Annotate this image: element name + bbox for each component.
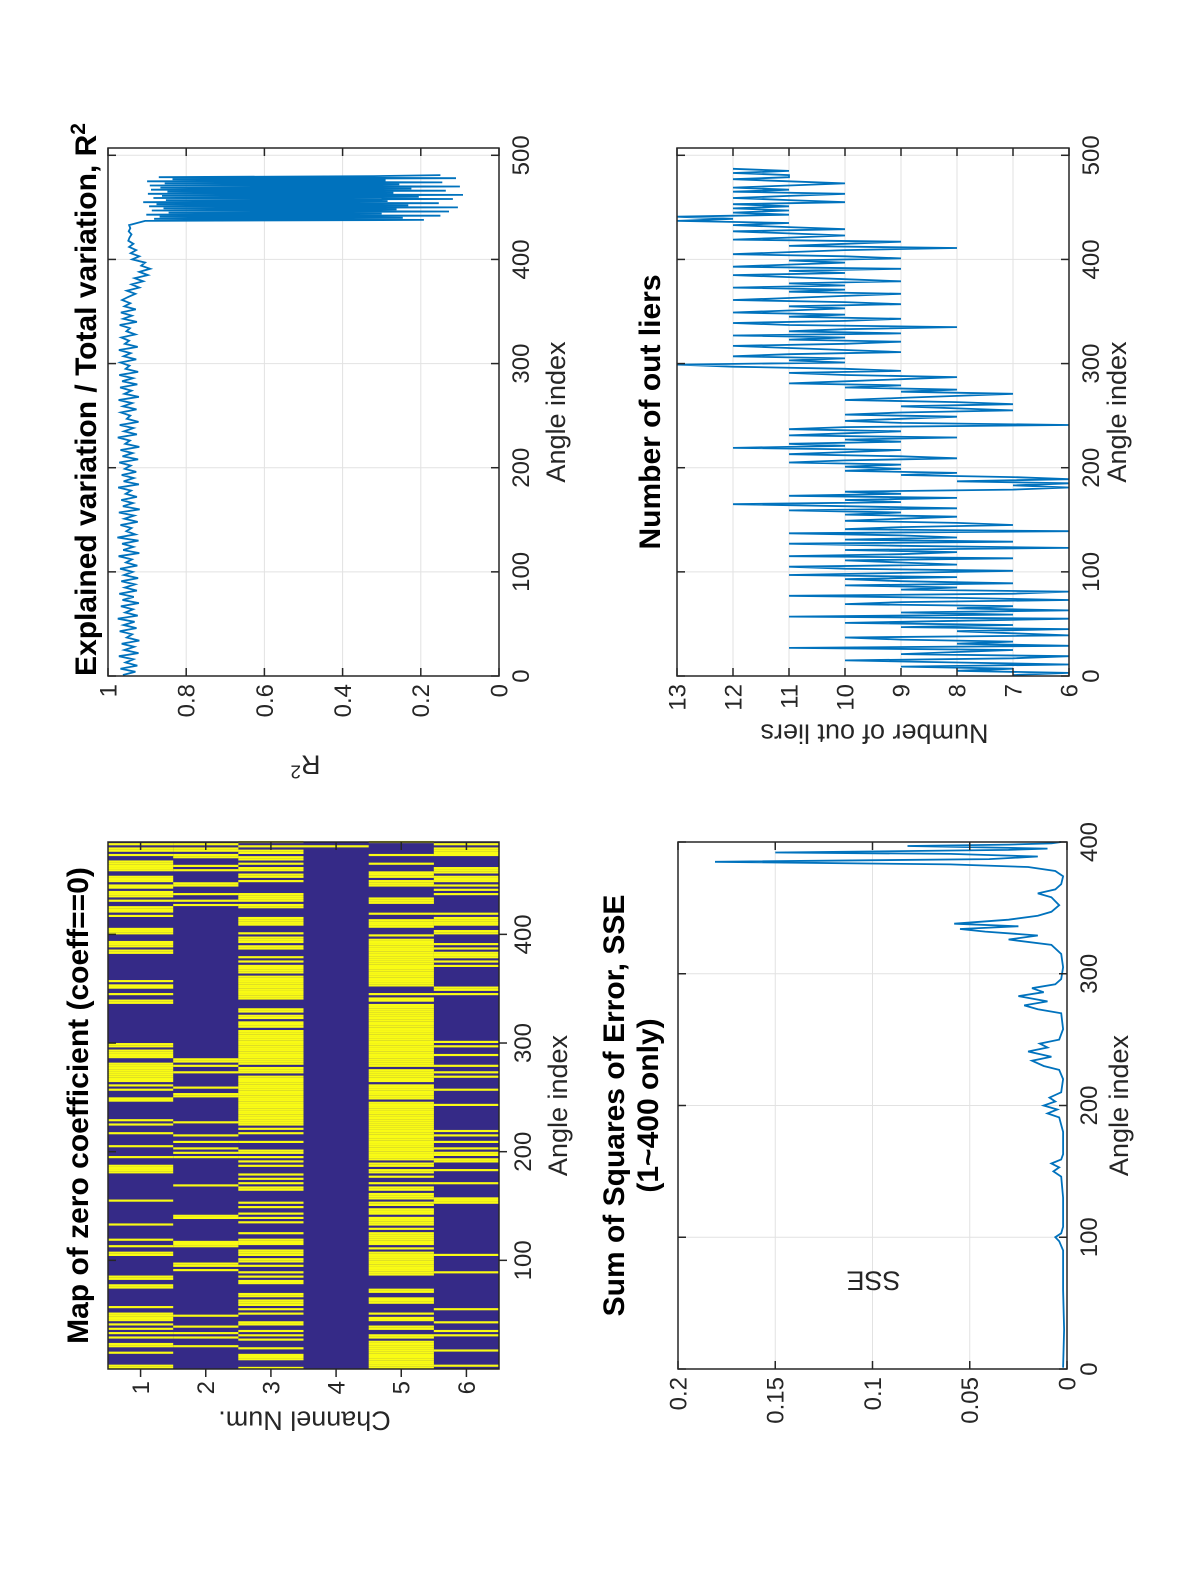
y-tick-label: 13 [664, 684, 691, 711]
y-tick-label: 3 [258, 1381, 285, 1394]
x-tick-label: 500 [508, 135, 535, 175]
zero-coeff-map-plot: 100 200 300 400 1 2 3 4 5 6 [107, 840, 537, 1394]
sse-title: Sum of Squares of Error, SSE (1~400 only… [598, 842, 666, 1369]
y-tick-label: 1 [95, 684, 122, 697]
x-tick-label: 100 [1076, 1217, 1103, 1257]
r2-title-text: Explained variation / Total variation, R [70, 134, 103, 676]
y-tick-label: 2 [193, 1381, 220, 1394]
heatmap-title: Map of zero coefficient (coeff==0) [62, 867, 95, 1344]
x-tick-label: 100 [1078, 552, 1105, 592]
r2-title: Explained variation / Total variation, R… [62, 123, 104, 676]
x-tick-label: 100 [510, 1240, 537, 1280]
r2-plot: 0 100 200 300 400 500 0 0.2 0.4 0.6 0.8 1 [95, 135, 535, 717]
sse-title-line1: Sum of Squares of Error, SSE [598, 894, 631, 1317]
sse-ylabel: SSE [846, 1265, 901, 1296]
y-tick-label: 0.2 [665, 1377, 692, 1410]
heatmap-ylabel: Channel Num. [218, 1405, 391, 1436]
r2-ylabel-superscript: 2 [290, 760, 302, 782]
plot-background [108, 148, 499, 676]
r2-ylabel: R2 [156, 749, 456, 782]
sse-series-line [714, 841, 1066, 1368]
heatmap-channel-row [108, 843, 174, 1369]
heatmap-channel-row [173, 843, 239, 1348]
y-tick-label: 12 [720, 684, 747, 711]
x-tick-label: 100 [508, 552, 535, 592]
y-tick-label: 0.8 [174, 684, 201, 717]
axes-box [676, 147, 1070, 677]
x-tick-label: 300 [508, 344, 535, 384]
x-tick-label: 300 [1076, 954, 1103, 994]
x-tick-label: 200 [508, 448, 535, 488]
r2-title-superscript: 2 [67, 123, 90, 135]
y-tick-label: 6 [1056, 684, 1083, 697]
y-tick-label: 8 [944, 684, 971, 697]
axes-box [107, 147, 500, 677]
y-tick-label: 6 [454, 1381, 481, 1394]
x-tick-label: 400 [1078, 239, 1105, 279]
y-tick-label: 11 [776, 684, 803, 709]
x-tick-label: 300 [1078, 344, 1105, 384]
x-tick-label: 200 [510, 1132, 537, 1172]
y-tick-label: 1 [128, 1381, 155, 1394]
y-tick-label: 0 [1054, 1377, 1081, 1390]
heatmap-channel-row [433, 843, 499, 1367]
x-tick-label: 200 [1076, 1085, 1103, 1125]
x-tick-label: 0 [1076, 1362, 1103, 1375]
axes-box [107, 841, 500, 1370]
y-tick-label: 7 [1000, 684, 1027, 697]
y-tick-label: 0.15 [763, 1377, 790, 1424]
r2-series-line [117, 174, 464, 676]
outliers-series-line [676, 167, 1070, 676]
y-tick-label: 0.2 [408, 684, 435, 717]
x-tick-label: 500 [1078, 135, 1105, 175]
x-tick-label: 0 [508, 669, 535, 682]
x-tick-label: 400 [1076, 822, 1103, 862]
y-tick-label: 0.05 [957, 1377, 984, 1424]
x-tick-label: 400 [510, 914, 537, 954]
r2-ylabel-text: R [301, 749, 321, 780]
heatmap-channel-row [368, 840, 434, 1369]
heatmap-channel-row [238, 840, 304, 1369]
outliers-plot: 0 100 200 300 400 500 6 7 8 9 10 11 12 13 [664, 135, 1105, 710]
y-tick-label: 9 [888, 684, 915, 697]
y-tick-label: 10 [832, 684, 859, 711]
y-tick-label: 0.1 [860, 1377, 887, 1410]
plot-background [677, 148, 1069, 676]
outliers-xlabel: Angle index [1102, 341, 1132, 483]
r2-xlabel: Angle index [541, 341, 571, 483]
y-tick-label: 5 [389, 1381, 416, 1394]
x-tick-label: 400 [508, 239, 535, 279]
y-tick-label: 0.6 [252, 684, 279, 717]
outliers-title: Number of out liers [634, 274, 667, 550]
x-tick-label: 200 [1078, 448, 1105, 488]
y-tick-label: 0 [486, 684, 513, 697]
outliers-ylabel: Number of out liers [760, 718, 989, 749]
x-tick-label: 0 [1078, 669, 1105, 682]
sse-plot: 0 100 200 300 400 0 0.05 0.1 0.15 0.2 [665, 822, 1103, 1424]
x-tick-label: 300 [510, 1023, 537, 1063]
sse-title-line2: (1~400 only) [632, 1018, 665, 1193]
y-tick-label: 4 [323, 1381, 350, 1394]
sse-xlabel: Angle index [1104, 1034, 1134, 1177]
y-tick-label: 0.4 [330, 684, 357, 717]
heatmap-xlabel: Angle index [543, 1034, 573, 1177]
